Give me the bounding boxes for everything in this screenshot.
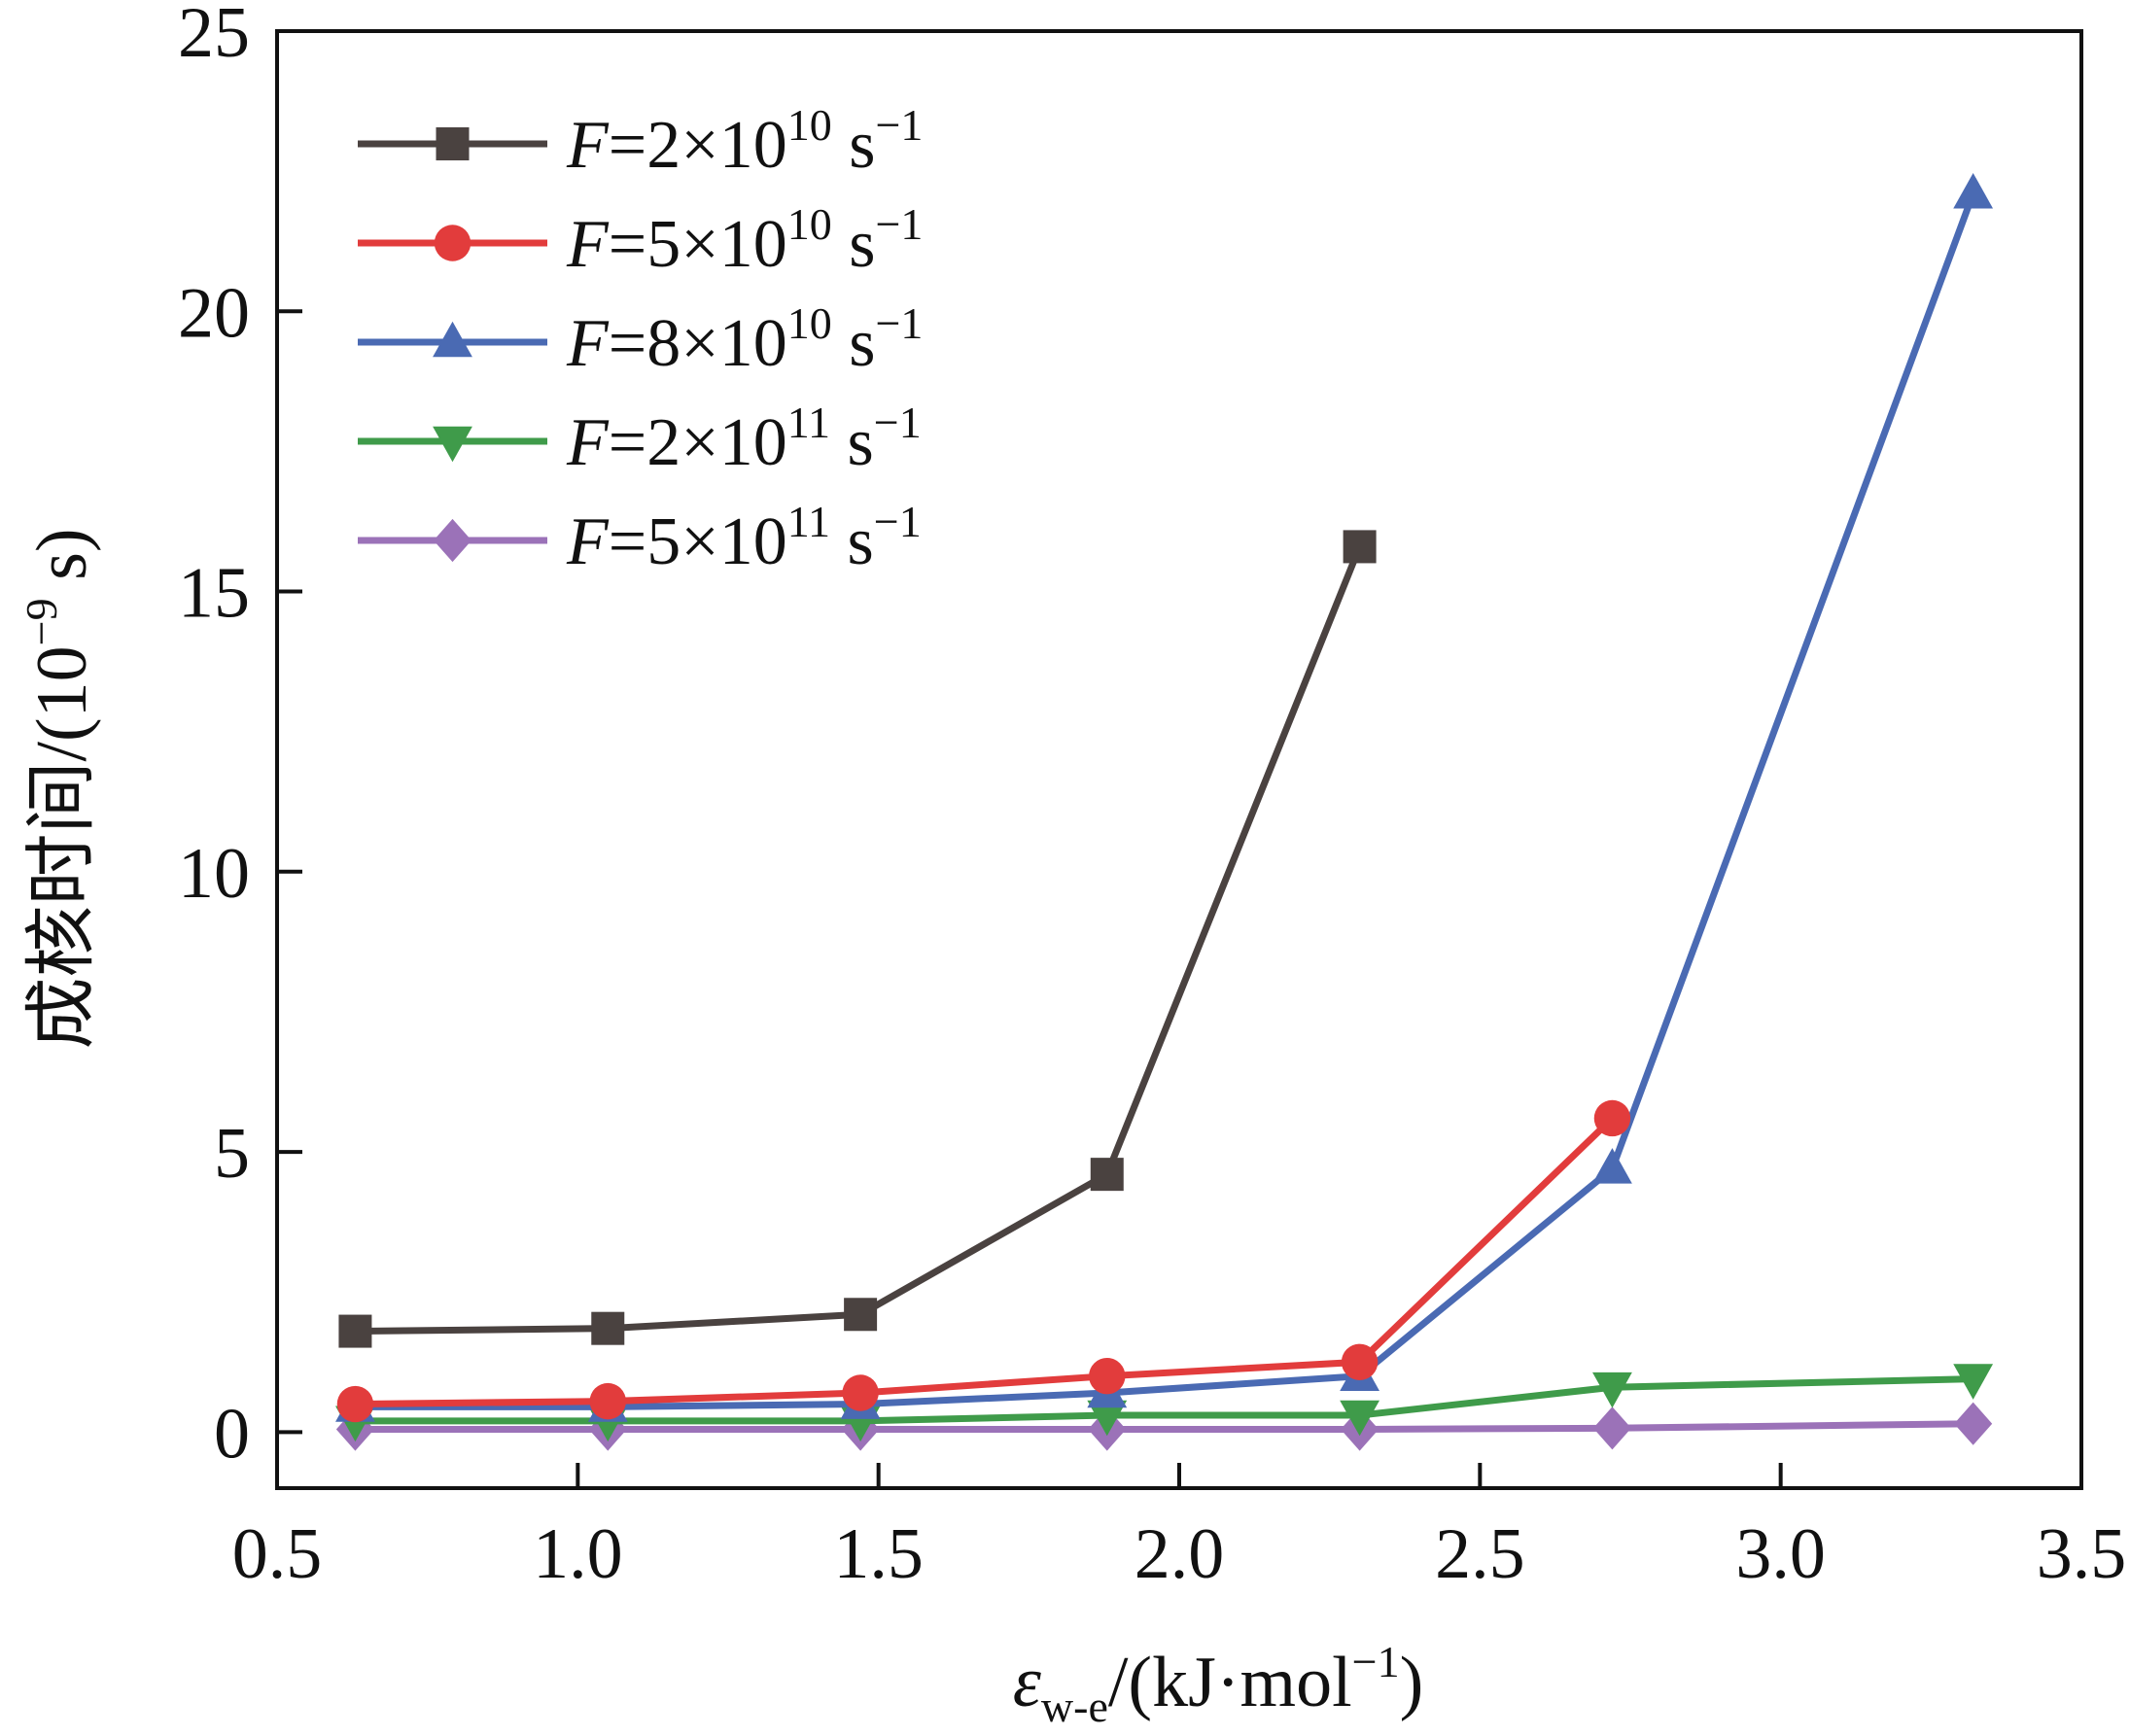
- series-layer: [335, 172, 1994, 1451]
- x-tick-label: 1.5: [833, 1514, 924, 1594]
- series-2: [336, 1099, 1631, 1423]
- data-point: [338, 1314, 372, 1348]
- data-point: [842, 1374, 879, 1411]
- y-tick-label: 15: [178, 554, 250, 634]
- x-tick-label: 2.0: [1135, 1514, 1225, 1594]
- plot-frame: [275, 29, 2083, 1490]
- series-line: [355, 1115, 1615, 1408]
- data-point: [1592, 1371, 1632, 1408]
- data-point: [1953, 1364, 1994, 1400]
- data-point: [1341, 1343, 1379, 1380]
- data-point: [589, 1382, 626, 1420]
- series-line: [355, 545, 1363, 1336]
- y-axis-superscript: −9: [17, 598, 66, 645]
- y-tick-label: 10: [178, 834, 250, 914]
- data-point: [1593, 1099, 1631, 1137]
- data-point: [1089, 1357, 1126, 1395]
- legend-item-1: F=2×1010 s−1: [358, 100, 923, 183]
- legend-item-4: F=2×1011 s−1: [358, 398, 922, 480]
- axis-ticks: 0.5 1.0 1.5 2.0 2.5 3.0 3.5 0 5 10 15 20 25: [178, 0, 2126, 1594]
- data-point: [1340, 1400, 1379, 1437]
- y-axis-title: 成核时间/(10−9 s): [17, 528, 102, 1049]
- legend-label: F=2×1010 s−1: [566, 100, 923, 183]
- data-point: [1343, 530, 1377, 564]
- data-point: [844, 1298, 878, 1332]
- data-point: [1592, 1148, 1632, 1184]
- legend-item-2: F=5×1010 s−1: [358, 199, 923, 282]
- legend: F=2×1010 s−1 F=5×1010 s−1 F=8×1010 s−1 F=2×…: [358, 100, 923, 579]
- x-tick-label: 3.5: [2037, 1514, 2127, 1594]
- legend-swatch-marker: [434, 225, 471, 261]
- y-tick-label: 20: [178, 273, 250, 353]
- x-axis-unit-superscript: −1: [1352, 1637, 1400, 1686]
- data-point: [1090, 1158, 1124, 1192]
- series-1: [338, 530, 1377, 1348]
- legend-swatch-marker: [433, 426, 472, 463]
- y-axis-end: s): [22, 528, 102, 598]
- x-tick-label: 0.5: [232, 1514, 323, 1594]
- legend-label: F=2×1011 s−1: [566, 398, 922, 480]
- legend-swatch-marker: [436, 127, 470, 160]
- data-point: [1954, 1402, 1993, 1445]
- y-axis-main: 成核时间/(10: [22, 645, 102, 1049]
- legend-swatch-marker: [433, 321, 472, 358]
- y-tick-label: 5: [214, 1114, 250, 1194]
- legend-label: F=5×1010 s−1: [566, 199, 923, 282]
- x-tick-label: 3.0: [1735, 1514, 1826, 1594]
- x-tick-label: 2.5: [1435, 1514, 1525, 1594]
- data-point: [336, 1385, 374, 1423]
- legend-item-5: F=5×1011 s−1: [358, 497, 922, 579]
- x-axis-title: εw-e/(kJ·mol−1): [1013, 1637, 1424, 1731]
- x-tick-label: 1.0: [533, 1514, 623, 1594]
- legend-swatch-marker: [433, 518, 472, 563]
- data-point: [1592, 1406, 1631, 1450]
- x-axis-unit-end: ): [1400, 1643, 1424, 1722]
- data-point: [1953, 172, 1994, 209]
- legend-label: F=5×1011 s−1: [566, 497, 922, 579]
- data-point: [1087, 1400, 1128, 1437]
- x-axis-symbol: ε: [1013, 1643, 1042, 1722]
- y-tick-label: 0: [214, 1394, 250, 1474]
- x-axis-subscript: w-e: [1041, 1682, 1108, 1731]
- legend-item-3: F=8×1010 s−1: [358, 298, 923, 381]
- data-point: [591, 1311, 625, 1345]
- y-tick-label: 25: [178, 0, 250, 73]
- legend-label: F=8×1010 s−1: [566, 298, 923, 381]
- x-axis-unit: /(kJ·mol: [1108, 1643, 1352, 1722]
